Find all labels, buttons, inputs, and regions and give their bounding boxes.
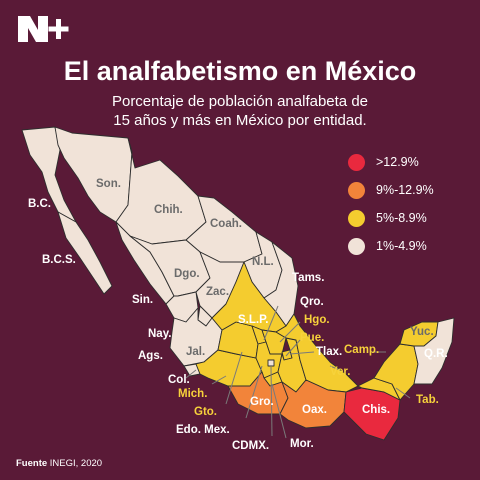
legend-swatch: [348, 153, 365, 171]
legend-label: 5%-8.9%: [376, 211, 427, 225]
state-bcs: [57, 211, 113, 295]
label-nl: N.L.: [252, 256, 274, 268]
legend-swatch: [348, 181, 365, 199]
label-ver: Ver.: [330, 366, 351, 378]
label-coah: Coah.: [210, 218, 242, 230]
label-jal: Jal.: [186, 346, 206, 358]
legend-label: 9%-12.9%: [376, 183, 434, 197]
label-chih: Chih.: [154, 204, 183, 216]
source-label: Fuente: [16, 458, 48, 469]
label-chis: Chis.: [362, 404, 391, 416]
label-yuc: Yuc.: [410, 326, 434, 338]
label-cdmx: CDMX.: [232, 440, 270, 452]
subtitle-line-2: 15 años y más en México por entidad.: [113, 112, 367, 129]
label-camp: Camp.: [344, 344, 380, 356]
label-tab: Tab.: [416, 394, 439, 406]
legend: >12.9% 9%-12.9% 5%-8.9% 1%-4.9%: [348, 148, 434, 260]
label-tlax: Tlax.: [316, 346, 343, 358]
legend-swatch: [348, 237, 365, 255]
source-note: Fuente INEGI, 2020: [16, 458, 102, 469]
label-gto: Gto.: [194, 406, 217, 418]
state-qr: [413, 317, 455, 385]
legend-label: >12.9%: [376, 155, 419, 169]
subtitle: Porcentaje de población analfabeta de 15…: [60, 92, 420, 130]
label-slp: S.L.P.: [238, 314, 269, 326]
legend-item: 9%-12.9%: [348, 176, 434, 204]
label-mich: Mich.: [178, 388, 208, 400]
legend-label: 1%-4.9%: [376, 239, 427, 253]
label-mor: Mor.: [290, 438, 314, 450]
label-bcs: B.C.S.: [42, 254, 76, 266]
label-qro: Qro.: [300, 296, 324, 308]
label-nay: Nay.: [148, 328, 172, 340]
label-hgo: Hgo.: [304, 314, 330, 326]
label-dgo: Dgo.: [174, 268, 200, 280]
label-qr: Q.R.: [424, 348, 448, 360]
label-tams: Tams.: [292, 272, 325, 284]
n-plus-logo: [18, 16, 69, 42]
label-son: Son.: [96, 178, 121, 190]
legend-swatch: [348, 209, 365, 227]
state-son: [54, 126, 133, 223]
legend-item: 1%-4.9%: [348, 232, 434, 260]
source-text: INEGI, 2020: [47, 458, 103, 469]
label-col: Col.: [168, 374, 190, 386]
legend-item: 5%-8.9%: [348, 204, 434, 232]
legend-item: >12.9%: [348, 148, 434, 176]
label-oax: Oax.: [302, 404, 327, 416]
page-title: El analfabetismo en México: [63, 56, 417, 86]
label-edomex: Edo. Mex.: [176, 424, 230, 436]
state-cdmx: [267, 359, 275, 367]
state-oax: [279, 379, 347, 429]
label-gro: Gro.: [250, 396, 274, 408]
label-ags: Ags.: [138, 350, 163, 362]
subtitle-line-1: Porcentaje de población analfabeta de: [111, 93, 369, 110]
label-sin: Sin.: [132, 294, 154, 306]
label-pue: Pue.: [300, 332, 325, 344]
label-bc: B.C.: [28, 198, 51, 210]
label-zac: Zac.: [206, 286, 230, 298]
